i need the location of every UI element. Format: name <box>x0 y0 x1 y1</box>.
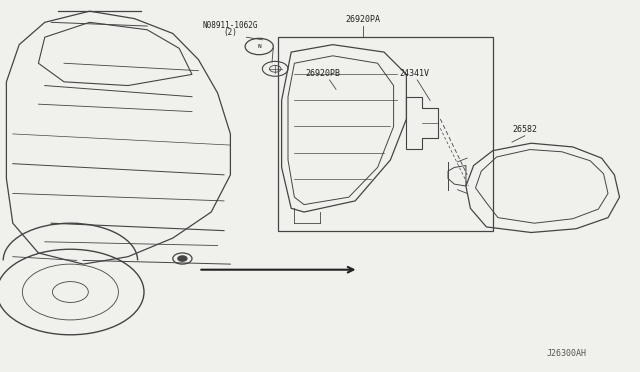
Text: 24341V: 24341V <box>400 69 429 78</box>
Text: 26920PA: 26920PA <box>346 15 380 24</box>
Text: N: N <box>257 44 261 49</box>
Bar <box>278 37 493 231</box>
Text: 26920PB: 26920PB <box>306 69 340 78</box>
Text: 26582: 26582 <box>512 125 538 134</box>
Text: N08911-1062G: N08911-1062G <box>203 21 258 30</box>
Text: J26300AH: J26300AH <box>547 349 586 358</box>
Circle shape <box>178 256 187 261</box>
Text: (2): (2) <box>223 28 237 37</box>
